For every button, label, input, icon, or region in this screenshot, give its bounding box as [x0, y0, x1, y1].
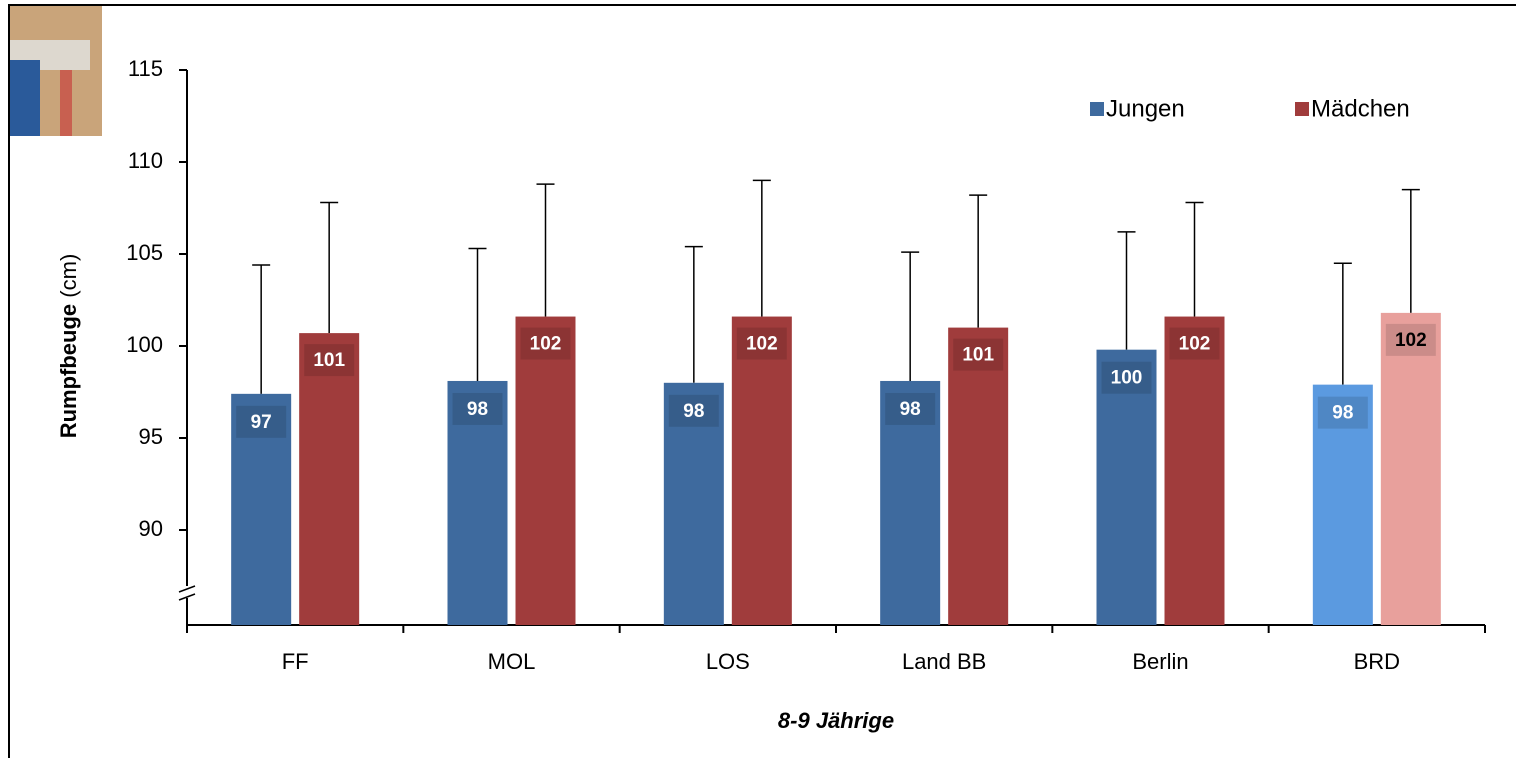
legend-swatch	[1090, 102, 1104, 116]
bar	[1381, 313, 1441, 625]
legend-label: Mädchen	[1311, 95, 1410, 122]
x-axis-label: 8-9 Jährige	[778, 708, 894, 733]
bar	[299, 333, 359, 625]
value-label: 102	[530, 334, 562, 355]
value-label: 98	[1332, 403, 1353, 424]
value-label: 98	[467, 399, 488, 420]
bar	[1165, 317, 1225, 625]
x-tick-label: BRD	[1354, 649, 1400, 674]
y-tick-label: 105	[126, 240, 163, 265]
y-tick-label: 95	[139, 424, 163, 449]
value-label: 97	[251, 412, 272, 433]
value-label: 100	[1111, 368, 1143, 389]
y-tick-label: 115	[128, 56, 163, 81]
y-label-unit: (cm)	[56, 254, 81, 298]
x-tick-label: LOS	[706, 649, 750, 674]
y-tick-label: 90	[139, 516, 163, 541]
y-tick-label: 100	[126, 332, 163, 357]
bar	[516, 317, 576, 625]
value-label: 102	[1179, 334, 1211, 355]
x-tick-label: Berlin	[1132, 649, 1188, 674]
x-tick-label: FF	[282, 649, 309, 674]
legend-label: Jungen	[1106, 95, 1185, 122]
value-label: 101	[313, 350, 345, 371]
y-axis-label: Rumpfbeuge (cm)	[56, 254, 81, 439]
value-label: 98	[683, 401, 704, 422]
x-tick-label: Land BB	[902, 649, 986, 674]
x-tick-label: MOL	[488, 649, 536, 674]
y-label-main: Rumpfbeuge	[56, 304, 81, 438]
value-label: 98	[900, 399, 921, 420]
bar	[948, 328, 1008, 625]
bar	[732, 317, 792, 625]
value-label: 101	[962, 345, 994, 366]
photo	[10, 6, 102, 136]
value-label: 102	[746, 334, 778, 355]
legend-swatch	[1295, 102, 1309, 116]
y-tick-label: 110	[128, 148, 163, 173]
chart: Rumpfbeuge (cm) 8-9 Jährige 90 95 100 105 11…	[0, 0, 1516, 758]
value-label: 102	[1395, 330, 1427, 351]
